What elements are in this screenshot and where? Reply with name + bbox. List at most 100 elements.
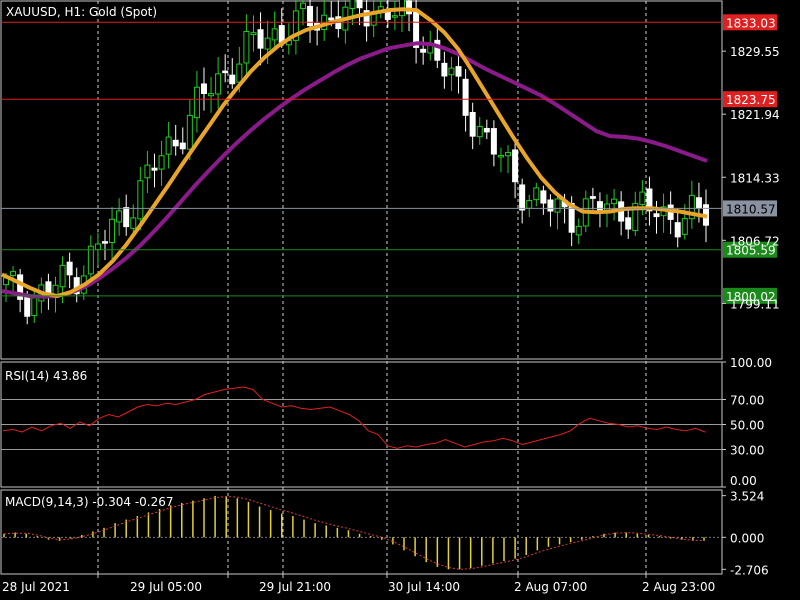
candle-body [144,164,151,179]
candle-body [307,5,314,27]
candle-body [229,74,236,85]
price-axis-label-2: 1814.33 [730,171,780,185]
candle-body [420,48,427,53]
candle-body [469,111,476,137]
price-candles-layer [3,0,709,325]
macd-title: MACD(9,14,3) -0.304 -0.267 [5,495,174,509]
candle-body [632,202,639,232]
rsi-layer [1,386,722,450]
time-axis-label-3: 30 Jul 14:00 [388,580,460,594]
candle-body [222,70,229,74]
candle-body [24,296,31,317]
price-level-box-3 [723,241,777,258]
time-axis-label-5: 2 Aug 23:00 [642,580,715,594]
candle-body [448,67,455,76]
candle-body [200,83,207,94]
macd-axis-label-0: 3.524 [730,490,764,504]
price-axis-label-4: 1799.11 [730,297,780,311]
candle-body [179,142,186,150]
pane-frame-0 [0,0,723,360]
candle-body [363,10,370,27]
price-level-label-0: 1833.03 [726,16,776,30]
candle-body [490,128,497,155]
candle-body [611,198,618,205]
price-chart-title: XAUUSD, H1: Gold (Spot) [6,5,157,19]
time-axis-label-2: 29 Jul 21:00 [259,580,331,594]
candle-body [250,32,257,36]
candle-body [483,127,490,133]
price-level-label-1: 1823.75 [726,93,776,107]
candle-body [434,39,441,61]
candle-body [476,125,483,138]
macd-axis-label-2: -2.706 [730,563,769,577]
candle-body [391,15,398,18]
candle-body [31,297,38,317]
time-axis-label-1: 29 Jul 05:00 [130,580,202,594]
candle-body [328,17,335,21]
candle-body [646,188,653,212]
macd-layer [1,495,722,570]
price-levels-layer: 1833.03 1823.75 1810.57 1805.59 1800.02 [1,14,777,304]
candle-body [137,180,144,220]
price-level-box-0 [723,14,777,31]
candle-body [59,264,66,288]
candle-body [66,261,73,276]
candle-body [505,152,512,157]
price-axis-label-0: 1829.55 [730,45,780,59]
moving-averages-layer [1,7,708,299]
fast-moving-average-line [1,7,708,298]
candle-body [109,218,116,244]
candle-body [186,114,193,150]
candle-body [165,136,172,155]
candle-body [193,86,200,119]
candle-body [349,0,356,9]
candle-body [519,184,526,211]
candle-body [575,225,582,236]
rsi-axis-label-4: 0.00 [730,474,757,488]
candle-body [681,218,688,235]
candle-body [695,197,702,209]
candle-body [101,241,108,244]
candle-body [462,78,469,116]
candle-body [278,25,285,43]
candle-body [512,149,519,183]
pane-frame-2 [0,489,723,575]
candle-body [236,63,243,83]
candle-body [94,243,101,251]
candle-body [526,200,533,209]
axes-layer: 1829.55 1821.94 1814.33 1806.72 1799.11 100.0… [2,45,780,594]
candle-body [243,31,250,64]
candle-body [688,194,695,220]
candle-body [455,66,462,77]
time-axis-label-0: 28 Jul 2021 [2,580,70,594]
price-level-label-2: 1810.57 [726,202,776,216]
candle-body [625,217,632,230]
candle-body [158,155,165,170]
candle-body [589,196,596,199]
candle-body [674,222,681,238]
rsi-axis-label-2: 50.00 [730,419,764,433]
price-axis-label-3: 1806.72 [730,234,780,248]
price-level-box-2 [723,200,777,217]
rsi-axis-label-3: 30.00 [730,444,764,458]
candle-body [653,213,660,218]
candle-body [441,62,448,77]
time-axis-label-4: 2 Aug 07:00 [514,580,587,594]
price-level-label-4: 1800.02 [726,290,776,304]
candle-body [17,274,24,300]
price-axis-label-1: 1821.94 [730,108,780,122]
price-grid-layer [0,0,723,575]
rsi-axis-label-1: 70.00 [730,394,764,408]
candle-body [533,187,540,201]
rsi-axis-label-0: 100.00 [730,356,772,370]
candle-body [123,207,130,228]
macd-signal-line [3,495,705,570]
candle-body [540,190,547,204]
candle-body [215,73,222,95]
candle-body [547,199,554,212]
macd-axis-label-1: 0.000 [730,531,764,545]
slow-moving-average-line [1,41,708,299]
candle-body [292,10,299,41]
candle-body [257,29,264,49]
